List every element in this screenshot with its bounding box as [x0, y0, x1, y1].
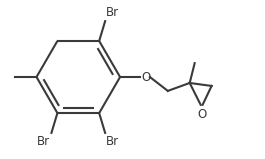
- Text: Br: Br: [106, 6, 119, 19]
- Text: Br: Br: [106, 135, 119, 148]
- Text: O: O: [141, 71, 150, 83]
- Text: O: O: [197, 108, 206, 121]
- Text: Br: Br: [37, 135, 50, 148]
